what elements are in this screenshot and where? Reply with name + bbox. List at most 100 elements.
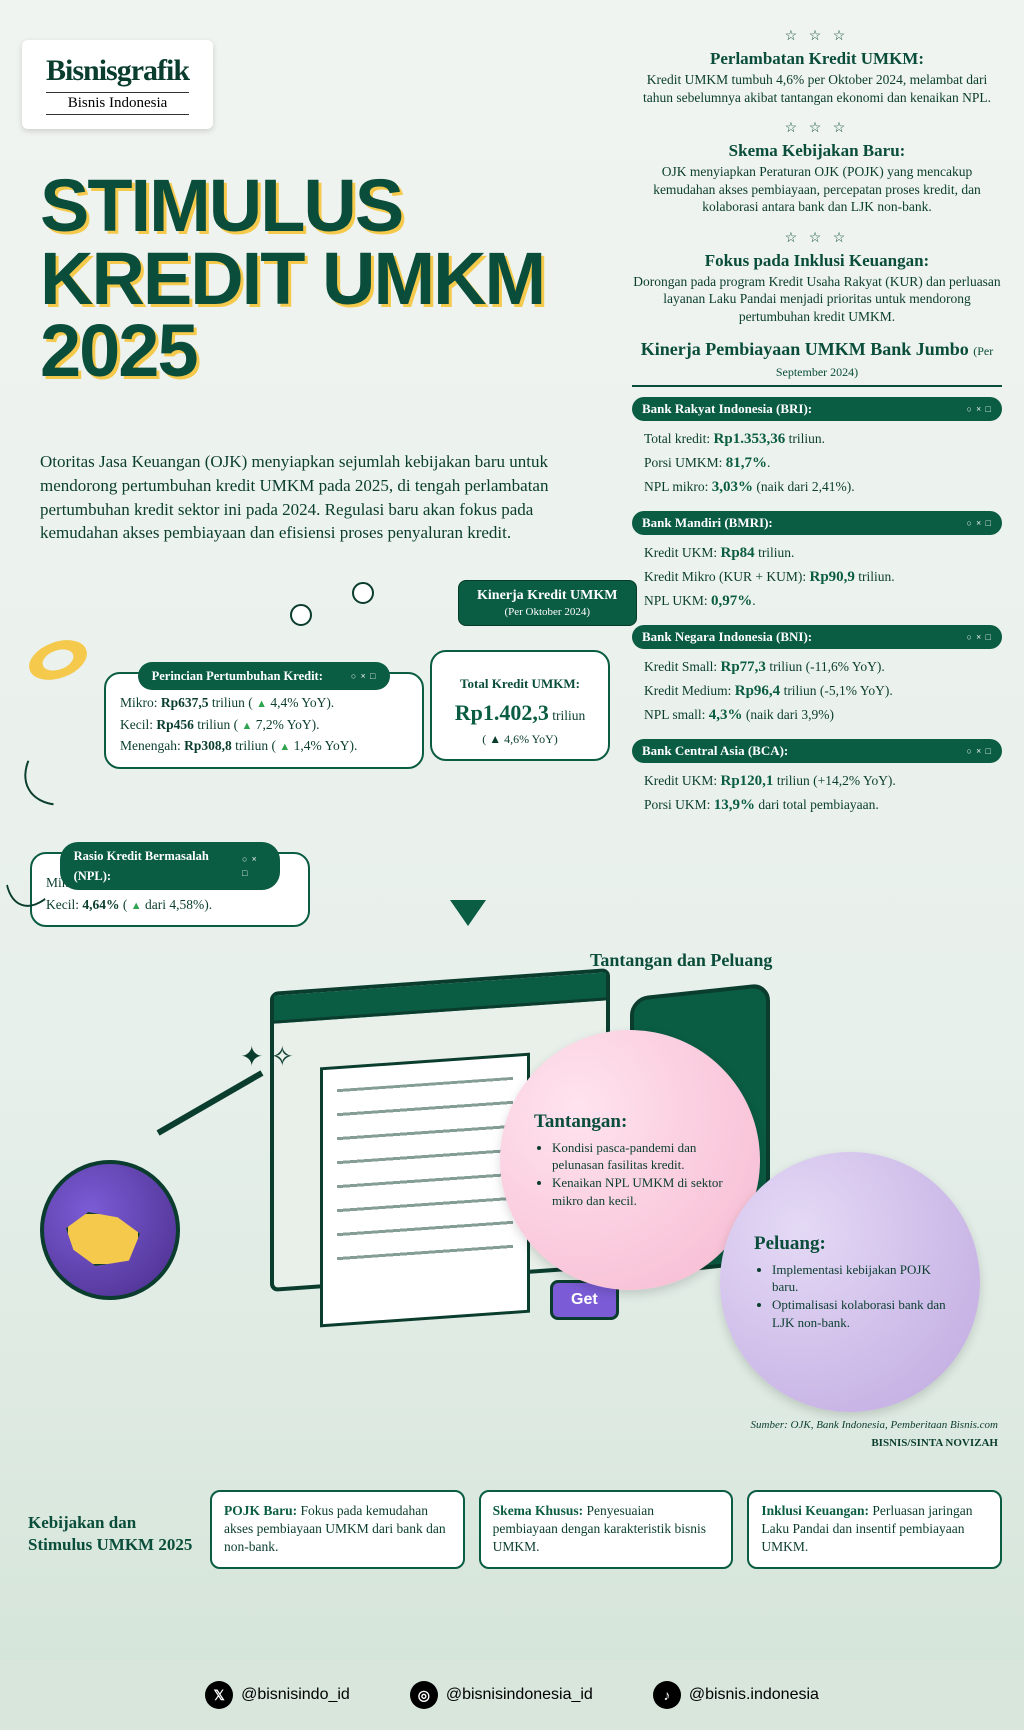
source-credit: Sumber: OJK, Bank Indonesia, Pemberitaan… bbox=[751, 1418, 998, 1451]
peluang-list: Implementasi kebijakan POJK baru.Optimal… bbox=[754, 1261, 946, 1331]
decor-circle-icon bbox=[290, 604, 312, 626]
window-dots-icon: ○ × □ bbox=[966, 632, 992, 642]
growth-row: Kecil: Rp456 triliun ( ▲ 7,2% YoY). bbox=[120, 714, 408, 736]
summary-text: Dorongan pada program Kredit Usaha Rakya… bbox=[632, 273, 1002, 326]
peluang-bubble: Peluang: Implementasi kebijakan POJK bar… bbox=[720, 1152, 980, 1412]
window-dots-icon: ○ × □ bbox=[966, 746, 992, 756]
policy-row: POJK Baru: Fokus pada kemudahan akses pe… bbox=[210, 1490, 1002, 1569]
bank-line: Porsi UMKM: 81,7%. bbox=[644, 451, 990, 475]
peluang-title: Peluang: bbox=[754, 1233, 946, 1255]
logo-main: Bisnisgrafik bbox=[46, 54, 189, 88]
growth-header-text: Perincian Pertumbuhan Kredit: bbox=[152, 666, 323, 686]
bank-line: NPL mikro: 3,03% (naik dari 2,41%). bbox=[644, 475, 990, 499]
bank-line: NPL UKM: 0,97%. bbox=[644, 589, 990, 613]
challenge-heading: Tantangan dan Peluang bbox=[590, 950, 772, 971]
bank-line: Kredit UKM: Rp84 triliun. bbox=[644, 541, 990, 565]
stars-icon: ☆ ☆ ☆ bbox=[632, 230, 1002, 247]
social-icon: 𝕏 bbox=[205, 1681, 233, 1709]
window-dots-icon: ○ × □ bbox=[351, 669, 377, 683]
social-link[interactable]: 𝕏 @bisnisindo_id bbox=[205, 1681, 350, 1709]
bank-body: Kredit Small: Rp77,3 triliun (-11,6% YoY… bbox=[632, 649, 1002, 729]
bank-body: Kredit UKM: Rp120,1 triliun (+14,2% YoY)… bbox=[632, 763, 1002, 819]
bank-name: Bank Rakyat Indonesia (BRI): bbox=[642, 401, 812, 417]
policy-section-label: Kebijakan dan Stimulus UMKM 2025 bbox=[28, 1512, 198, 1556]
total-label: Total Kredit UMKM: bbox=[440, 674, 600, 695]
kinerja-sub: (Per Oktober 2024) bbox=[477, 605, 618, 619]
intro-paragraph: Otoritas Jasa Keuangan (OJK) menyiapkan … bbox=[40, 450, 560, 545]
tantangan-title: Tantangan: bbox=[534, 1111, 726, 1133]
decor-circle-icon bbox=[352, 582, 374, 604]
bank-line: Kredit Mikro (KUR + KUM): Rp90,9 triliun… bbox=[644, 565, 990, 589]
social-handle: @bisnis.indonesia bbox=[689, 1686, 819, 1704]
growth-row: Menengah: Rp308,8 triliun ( ▲ 1,4% YoY). bbox=[120, 735, 408, 757]
summary-title: Skema Kebijakan Baru: bbox=[632, 141, 1002, 161]
list-item: Kondisi pasca-pandemi dan pelunasan fasi… bbox=[552, 1139, 726, 1174]
tantangan-bubble: Tantangan: Kondisi pasca-pandemi dan pel… bbox=[500, 1030, 760, 1290]
page-title: STIMULUS KREDIT UMKM 2025 bbox=[40, 170, 580, 388]
growth-row: Mikro: Rp637,5 triliun ( ▲ 4,4% YoY). bbox=[120, 692, 408, 714]
list-item: Kenaikan NPL UMKM di sektor mikro dan ke… bbox=[552, 1174, 726, 1209]
logo-sub: Bisnis Indonesia bbox=[46, 92, 189, 115]
bank-name: Bank Mandiri (BMRI): bbox=[642, 515, 773, 531]
stars-icon: ☆ ☆ ☆ bbox=[632, 120, 1002, 137]
npl-box: Rasio Kredit Bermasalah (NPL): ○ × □ Mik… bbox=[30, 852, 310, 927]
npl-header: Rasio Kredit Bermasalah (NPL): ○ × □ bbox=[60, 842, 281, 890]
summary-text: OJK menyiapkan Peraturan OJK (POJK) yang… bbox=[632, 163, 1002, 216]
stars-icon: ☆ ☆ ☆ bbox=[632, 28, 1002, 45]
total-yoy: ( ▲ 4,6% YoY) bbox=[440, 730, 600, 749]
bank-line: NPL small: 4,3% (naik dari 3,9%) bbox=[644, 703, 990, 727]
magic-wand-icon bbox=[157, 1070, 264, 1135]
window-dots-icon: ○ × □ bbox=[966, 518, 992, 528]
bank-name: Bank Central Asia (BCA): bbox=[642, 743, 788, 759]
donut-icon bbox=[24, 633, 93, 687]
bank-name: Bank Negara Indonesia (BNI): bbox=[642, 629, 812, 645]
social-icon: ◎ bbox=[410, 1681, 438, 1709]
summary-text: Kredit UMKM tumbuh 4,6% per Oktober 2024… bbox=[632, 71, 1002, 106]
list-item: Implementasi kebijakan POJK baru. bbox=[772, 1261, 946, 1296]
kinerja-pill: Kinerja Kredit UMKM (Per Oktober 2024) bbox=[458, 580, 637, 626]
source-text: Sumber: OJK, Bank Indonesia, Pemberitaan… bbox=[751, 1418, 998, 1432]
social-link[interactable]: ◎ @bisnisindonesia_id bbox=[410, 1681, 593, 1709]
bank-header-bar: Bank Mandiri (BMRI): ○ × □ bbox=[632, 511, 1002, 535]
total-value: Rp1.402,3 bbox=[455, 700, 549, 725]
kinerja-label: Kinerja Kredit UMKM bbox=[477, 588, 618, 603]
bank-line: Porsi UKM: 13,9% dari total pembiayaan. bbox=[644, 793, 990, 817]
bank-line: Kredit Medium: Rp96,4 triliun (-5,1% YoY… bbox=[644, 679, 990, 703]
infographic-page: Bisnisgrafik Bisnis Indonesia STIMULUS K… bbox=[0, 0, 1024, 1730]
list-item: Optimalisasi kolaborasi bank dan LJK non… bbox=[772, 1296, 946, 1331]
paper-icon bbox=[320, 1053, 530, 1328]
social-handle: @bisnisindo_id bbox=[241, 1686, 350, 1704]
designer-credit: BISNIS/SINTA NOVIZAH bbox=[751, 1436, 998, 1450]
bigbank-heading: Kinerja Pembiayaan UMKM Bank Jumbo (Per … bbox=[632, 339, 1002, 387]
total-credit-box: Total Kredit UMKM: Rp1.402,3 triliun ( ▲… bbox=[430, 650, 610, 761]
total-unit: triliun bbox=[552, 708, 585, 723]
window-dots-icon: ○ × □ bbox=[966, 404, 992, 414]
growth-header: Perincian Pertumbuhan Kredit: ○ × □ bbox=[138, 662, 391, 690]
social-footer: 𝕏 @bisnisindo_id ◎ @bisnisindonesia_id ♪… bbox=[0, 1660, 1024, 1730]
npl-row: Kecil: 4,64% ( ▲ dari 4,58%). bbox=[46, 894, 294, 916]
bank-header-bar: Bank Central Asia (BCA): ○ × □ bbox=[632, 739, 1002, 763]
policy-card: Inklusi Keuangan: Perluasan jaringan Lak… bbox=[747, 1490, 1002, 1569]
tantangan-list: Kondisi pasca-pandemi dan pelunasan fasi… bbox=[534, 1139, 726, 1209]
summary-title: Perlambatan Kredit UMKM: bbox=[632, 49, 1002, 69]
social-handle: @bisnisindonesia_id bbox=[446, 1686, 593, 1704]
bank-line: Kredit UKM: Rp120,1 triliun (+14,2% YoY)… bbox=[644, 769, 990, 793]
social-link[interactable]: ♪ @bisnis.indonesia bbox=[653, 1681, 819, 1709]
bigbank-heading-text: Kinerja Pembiayaan UMKM Bank Jumbo bbox=[641, 339, 969, 359]
growth-box: Perincian Pertumbuhan Kredit: ○ × □ Mikr… bbox=[104, 672, 424, 769]
policy-card: Skema Khusus: Penyesuaian pembiayaan den… bbox=[479, 1490, 734, 1569]
arrow-down-icon bbox=[450, 900, 486, 926]
bank-line: Kredit Small: Rp77,3 triliun (-11,6% YoY… bbox=[644, 655, 990, 679]
sparkle-icon: ✦ ✧ bbox=[240, 1040, 294, 1074]
right-column: ☆ ☆ ☆ Perlambatan Kredit UMKM: Kredit UM… bbox=[632, 28, 1002, 819]
bank-body: Total kredit: Rp1.353,36 triliun.Porsi U… bbox=[632, 421, 1002, 501]
bank-header-bar: Bank Negara Indonesia (BNI): ○ × □ bbox=[632, 625, 1002, 649]
npl-header-text: Rasio Kredit Bermasalah (NPL): bbox=[74, 846, 242, 886]
bank-body: Kredit UKM: Rp84 triliun.Kredit Mikro (K… bbox=[632, 535, 1002, 615]
summary-title: Fokus pada Inklusi Keuangan: bbox=[632, 251, 1002, 271]
policy-card: POJK Baru: Fokus pada kemudahan akses pe… bbox=[210, 1490, 465, 1569]
globe-icon bbox=[40, 1160, 180, 1300]
brand-logo: Bisnisgrafik Bisnis Indonesia bbox=[22, 40, 213, 129]
social-icon: ♪ bbox=[653, 1681, 681, 1709]
bank-header-bar: Bank Rakyat Indonesia (BRI): ○ × □ bbox=[632, 397, 1002, 421]
